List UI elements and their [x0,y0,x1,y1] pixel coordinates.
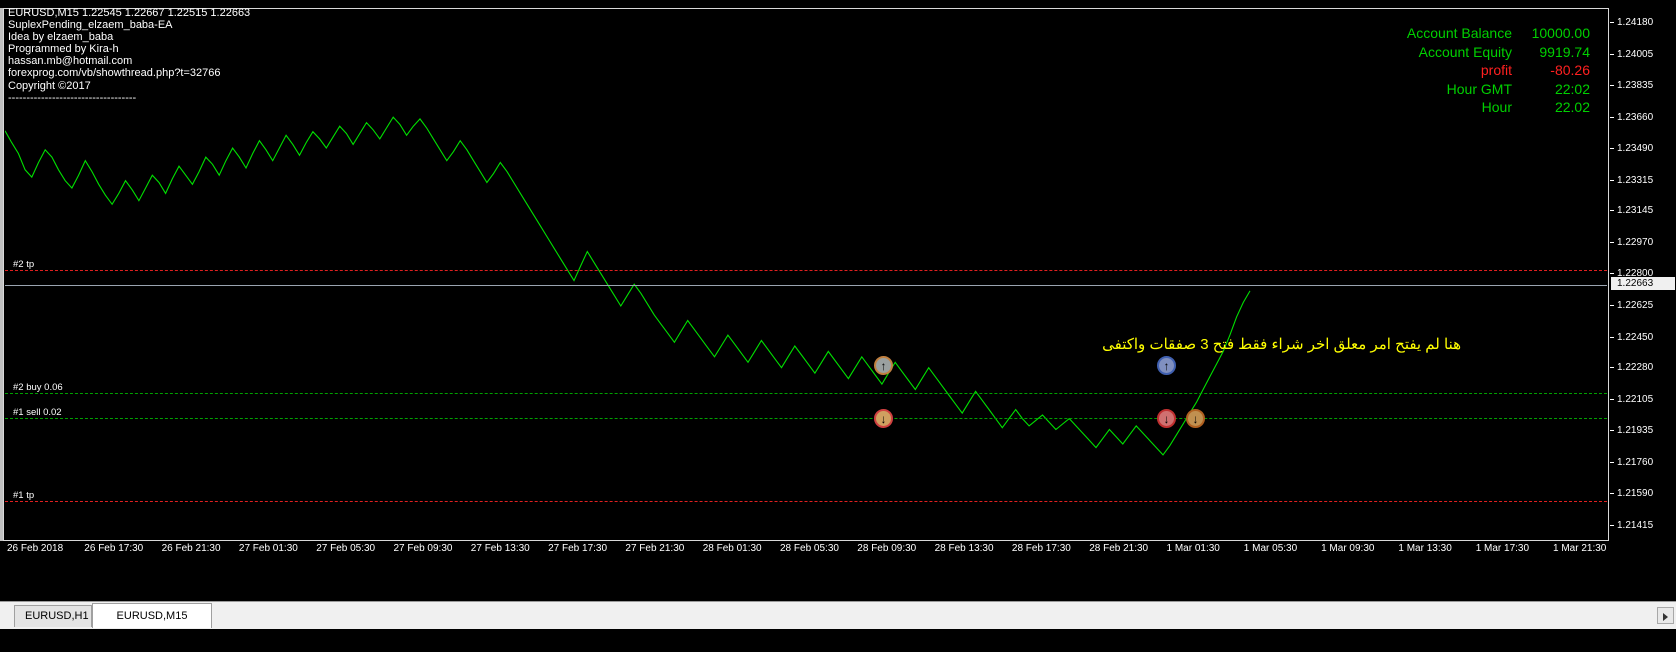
time-tick-label: 27 Feb 17:30 [548,543,608,554]
time-tick-label: 1 Mar 13:30 [1398,543,1452,554]
price-tick-label: 1.21935 [1610,425,1676,437]
time-scale[interactable]: 26 Feb 2018 26 Feb 17:30 26 Feb 21:30 27 Fe… [3,541,1609,561]
order-line [5,270,1607,271]
trade-marker-arrow-icon: ↓ [880,411,887,426]
time-tick-label: 28 Feb 21:30 [1089,543,1149,554]
time-tick-label: 1 Mar 09:30 [1321,543,1375,554]
price-tick-label: 1.23490 [1610,143,1676,155]
chart-tab-bar[interactable]: EURUSD,H1 EURUSD,M15 (visual) [0,601,1676,646]
tab-scroll-region[interactable] [330,605,1676,627]
account-label: Account Balance [1406,25,1512,41]
price-tick-label: 1.24180 [1610,17,1676,29]
chart-header-info: EURUSD,M15 1.22545 1.22667 1.22515 1.226… [8,7,250,104]
price-tick-label: 1.21760 [1610,457,1676,469]
chart-area[interactable]: #2 tp #2 buy 0.06 #1 sell 0.02 #1 tp ↑ ↓ ↑ ↓ ↓ … [0,0,1676,601]
time-tick-label: 28 Feb 05:30 [780,543,839,554]
copyright: Copyright ©2017 [8,79,91,92]
trade-marker-sell-open[interactable]: ↓ [874,409,893,428]
chart-annotation-text: هنا لم يفتح امر معلق اخر شراء فقط فتح 3 … [1102,336,1461,353]
order-line-label: #2 buy 0.06 [13,382,63,393]
scroll-right-arrow-icon[interactable] [1657,607,1674,624]
plot-inner[interactable]: #2 tp #2 buy 0.06 #1 sell 0.02 #1 tp ↑ ↓ ↑ ↓ ↓ [5,9,1607,540]
account-value: 10000.00 [1531,25,1590,41]
time-tick-label: 26 Feb 21:30 [161,543,221,554]
account-info-panel: Account Balance 10000.00 Account Equity 991… [1350,24,1590,117]
price-tick-label: 1.22280 [1610,362,1676,374]
price-tick-label: 1.21590 [1610,488,1676,500]
order-line-label: #1 sell 0.02 [13,407,62,418]
time-tick-label: 27 Feb 05:30 [316,543,376,554]
price-tick-label: 1.22625 [1610,300,1676,312]
programmed-by: Programmed by Kira-h [8,43,119,56]
account-value: -80.26 [1550,62,1590,78]
current-price-line [5,285,1607,286]
order-line-label: #1 tp [13,490,35,501]
account-value: 9919.74 [1539,43,1590,60]
order-line [5,501,1607,502]
price-tick-label: 1.22800 [1610,268,1676,280]
time-tick-label: 1 Mar 21:30 [1553,543,1607,554]
idea-by: Idea by elzaem_baba [8,31,114,44]
order-line-label: #2 tp [13,259,35,270]
forum-url: forexprog.com/vb/showthread.php?t=32766 [8,67,221,80]
account-row: Account Balance 10000.00 [1350,24,1590,43]
tab-eurusd-m15-visual[interactable]: EURUSD,M15 (visual) [92,603,212,646]
price-tick-label: 1.22450 [1610,332,1676,344]
time-tick-label: 28 Feb 01:30 [702,543,762,554]
time-tick-label: 28 Feb 17:30 [1011,543,1071,554]
price-tick-label: 1.24005 [1610,49,1676,61]
time-tick-label: 1 Mar 05:30 [1243,543,1298,554]
contact-email: hassan.mb@hotmail.com [8,55,133,68]
time-tick-label: 1 Mar 17:30 [1475,543,1530,554]
metatrader-window: #2 tp #2 buy 0.06 #1 sell 0.02 #1 tp ↑ ↓ ↑ ↓ ↓ … [0,0,1676,629]
trade-marker-arrow-icon: ↑ [1163,358,1170,373]
time-tick-label: 1 Mar 01:30 [1166,543,1220,554]
price-tick-label: 1.22970 [1610,237,1676,249]
account-row: Account Equity 9919.74 [1350,43,1590,62]
account-row: Hour GMT 22:02 [1350,80,1590,99]
price-tick-label: 1.23145 [1610,205,1676,217]
time-tick-label: 27 Feb 01:30 [238,543,298,554]
price-scale[interactable]: 1.24180 1.24005 1.23835 1.23660 1.23490 1.233… [1610,8,1676,541]
time-tick-label: 26 Feb 17:30 [84,543,144,554]
tab-eurusd-h1[interactable]: EURUSD,H1 [14,605,92,627]
account-row: Hour 22.02 [1350,98,1590,117]
order-line [5,418,1607,419]
account-label: Account Equity [1418,43,1512,60]
trade-marker-buy-open[interactable]: ↑ [1157,356,1176,375]
time-tick-label: 28 Feb 13:30 [934,543,994,554]
trade-marker-buy-close[interactable]: ↑ [874,356,893,375]
plot-frame [3,8,1609,541]
account-row: profit -80.26 [1350,61,1590,80]
account-value: 22.02 [1554,99,1590,115]
price-tick-label: 1.23660 [1610,112,1676,124]
chart-left-border [0,8,3,541]
trade-marker-sell-close2[interactable]: ↓ [1186,409,1205,428]
account-value: 22:02 [1554,80,1590,97]
current-price-label: 1.22663 [1611,277,1675,290]
price-line-chart [5,116,1251,456]
time-tick-label: 27 Feb 09:30 [393,543,453,554]
account-label: Hour [1481,99,1512,115]
price-tick-label: 1.21415 [1610,520,1676,532]
price-series-line [5,116,1251,456]
time-tick-label: 26 Feb 2018 [7,543,64,554]
order-line [5,393,1607,394]
trade-marker-arrow-icon: ↓ [1192,411,1199,426]
time-tick-label: 27 Feb 21:30 [625,543,685,554]
price-tick-label: 1.23835 [1610,80,1676,92]
account-label: profit [1480,62,1512,78]
ea-name: SuplexPending_elzaem_baba-EA [8,19,173,32]
time-tick-label: 28 Feb 09:30 [857,543,917,554]
account-label: Hour GMT [1446,80,1512,97]
trade-marker-sell-close[interactable]: ↓ [1157,409,1176,428]
price-tick-label: 1.22105 [1610,394,1676,406]
trade-marker-arrow-icon: ↓ [1163,411,1170,426]
header-divider: ----------------------------------- [8,91,137,104]
price-tick-label: 1.23315 [1610,175,1676,187]
symbol-header: EURUSD,M15 1.22545 1.22667 1.22515 1.226… [8,7,251,19]
trade-marker-arrow-icon: ↑ [880,358,887,373]
time-tick-label: 27 Feb 13:30 [470,543,530,554]
